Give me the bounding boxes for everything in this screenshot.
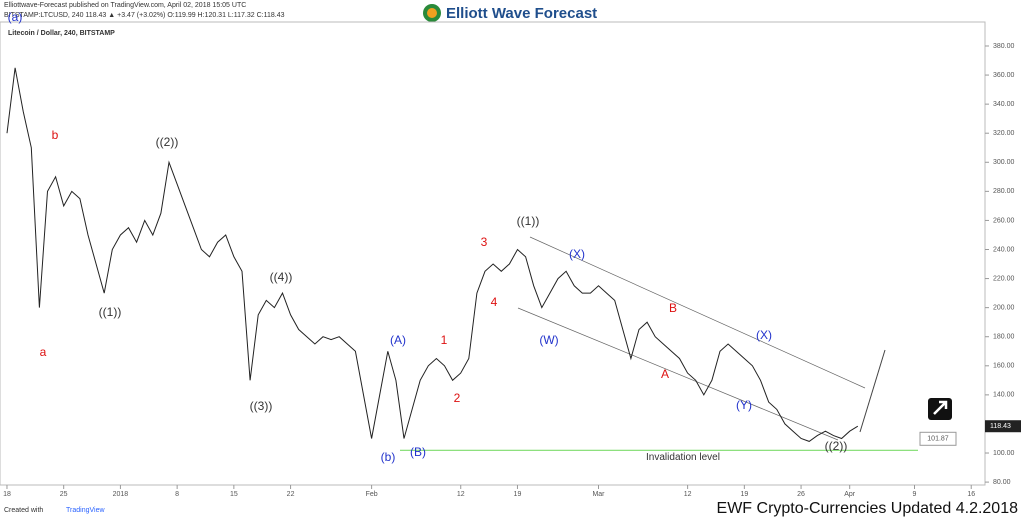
- y-tick-label: 340.00: [993, 101, 1015, 108]
- chart-title: Litecoin / Dollar, 240, BITSTAMP: [8, 30, 115, 37]
- wave-label: (Y): [736, 398, 752, 412]
- x-tick-label: 26: [797, 491, 805, 498]
- wave-label: 3: [481, 235, 488, 249]
- invalidation-box: [919, 431, 957, 446]
- wave-label: ((1)): [99, 305, 122, 319]
- wave-label: 1: [441, 333, 448, 347]
- x-tick-label: 9: [913, 491, 917, 498]
- arrow-glyph: [933, 400, 948, 415]
- wave-label: (X): [569, 247, 585, 261]
- wave-label: ((2)): [825, 439, 848, 453]
- plot-frame: [0, 21, 986, 486]
- wave-label: (X): [756, 328, 772, 342]
- channel-lower: [517, 307, 839, 441]
- invalidation-text: Invalidation level: [646, 452, 720, 463]
- wave-label: ((4)): [270, 270, 293, 284]
- invalidation-price: 101.87: [927, 436, 949, 443]
- x-tick-label: 2018: [113, 491, 129, 498]
- y-tick-label: 100.00: [993, 450, 1015, 457]
- x-tick-label: 19: [740, 491, 748, 498]
- x-tick-label: 25: [60, 491, 68, 498]
- x-tick-label: 19: [514, 491, 522, 498]
- x-tick-label: 12: [684, 491, 692, 498]
- last-price-box: [985, 420, 1021, 433]
- y-tick-label: 280.00: [993, 188, 1015, 195]
- y-tick-label: 160.00: [993, 363, 1015, 370]
- wave-label: ((2)): [156, 135, 179, 149]
- footer-brand: TradingView: [66, 507, 105, 514]
- y-tick-label: 80.00: [993, 479, 1011, 486]
- wave-label: (b): [381, 450, 396, 464]
- wave-label: a: [40, 345, 47, 359]
- wave-label: ((3)): [250, 399, 273, 413]
- projection: [859, 349, 886, 433]
- x-tick-label: Mar: [592, 491, 605, 498]
- wave-label: 4: [491, 295, 498, 309]
- x-tick-label: 12: [457, 491, 465, 498]
- y-tick-label: 380.00: [993, 43, 1015, 50]
- wave-label: 2: [454, 391, 461, 405]
- y-tick-label: 240.00: [993, 246, 1015, 253]
- x-tick-label: 18: [3, 491, 11, 498]
- y-tick-label: 320.00: [993, 130, 1015, 137]
- footer-created: Created with: [4, 507, 43, 514]
- wave-label: (a): [8, 10, 23, 24]
- wave-label: (B): [410, 445, 426, 459]
- logo-icon-inner: [427, 8, 437, 18]
- y-tick-label: 260.00: [993, 217, 1015, 224]
- logo: Elliott Wave Forecast: [446, 5, 597, 22]
- wave-label: A: [661, 367, 669, 381]
- x-tick-label: 15: [230, 491, 238, 498]
- x-tick-label: Apr: [844, 491, 856, 498]
- y-tick-label: 360.00: [993, 72, 1015, 79]
- y-tick-label: 140.00: [993, 392, 1015, 399]
- price-line: [6, 67, 859, 442]
- publisher: Elliottwave-Forecast published on Tradin…: [4, 2, 246, 9]
- caption: EWF Crypto-Currencies Updated 4.2.2018: [717, 500, 1019, 517]
- y-tick-label: 220.00: [993, 275, 1015, 282]
- y-tick-label: 300.00: [993, 159, 1015, 166]
- x-tick-label: 22: [287, 491, 295, 498]
- quote: BITSTAMP:LTCUSD, 240 118.43 ▲ +3.47 (+3.…: [4, 12, 285, 19]
- x-tick-label: 8: [175, 491, 179, 498]
- wave-label: ((1)): [517, 214, 540, 228]
- wave-label: (W): [539, 333, 558, 347]
- channel-upper: [529, 236, 866, 389]
- x-tick-label: 16: [967, 491, 975, 498]
- y-tick-label: 180.00: [993, 334, 1015, 341]
- x-tick-label: Feb: [366, 491, 378, 498]
- last-price: 118.43: [990, 423, 1011, 430]
- wave-label: b: [52, 128, 59, 142]
- wave-label: B: [669, 301, 677, 315]
- y-tick-label: 200.00: [993, 304, 1015, 311]
- wave-label: (A): [390, 333, 406, 347]
